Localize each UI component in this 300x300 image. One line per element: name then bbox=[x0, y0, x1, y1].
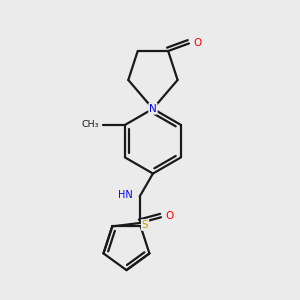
Text: N: N bbox=[149, 104, 157, 114]
Text: O: O bbox=[193, 38, 201, 49]
Text: HN: HN bbox=[118, 190, 132, 200]
Text: S: S bbox=[142, 220, 148, 230]
Text: CH₃: CH₃ bbox=[82, 121, 99, 130]
Text: O: O bbox=[165, 211, 173, 221]
